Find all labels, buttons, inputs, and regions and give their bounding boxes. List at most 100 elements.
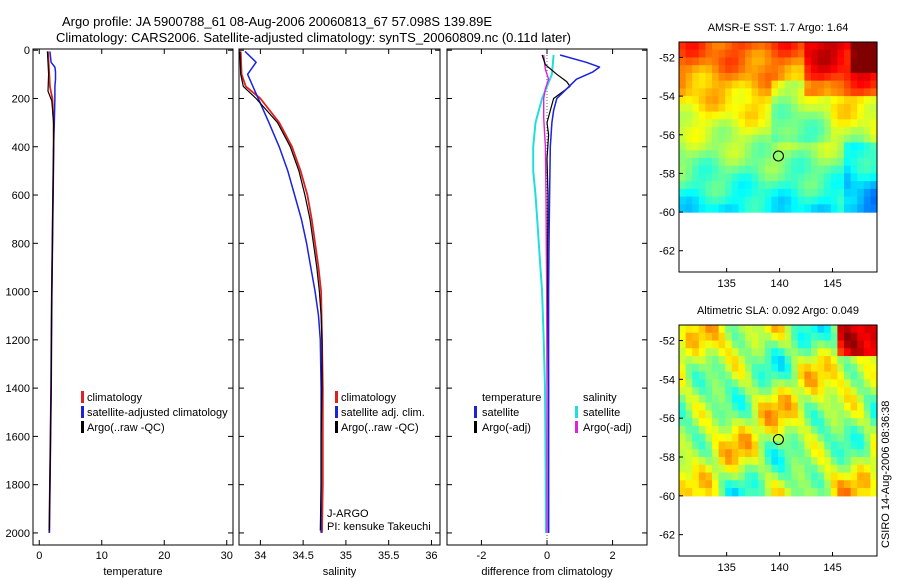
sla-map-heat-cell <box>764 472 772 481</box>
sst-map-heat-cell <box>784 157 792 167</box>
sla-map-heat-cell <box>791 480 799 489</box>
sst-map-heat-cell <box>698 127 706 136</box>
sla-map-heat-cell <box>712 332 720 342</box>
sst-map-heat-cell <box>844 96 852 105</box>
sst-map-heat-cell <box>830 165 838 175</box>
sst-map-heat-cell <box>705 127 713 136</box>
sla-map-heat-cell <box>863 402 871 412</box>
sst-map-heat-cell <box>705 157 713 167</box>
sst-map-heat-cell <box>731 65 739 74</box>
sst-map-heat-cell <box>705 96 713 105</box>
sst-map-heat-cell <box>705 196 713 205</box>
sst-map-heat-cell <box>738 88 746 97</box>
sla-map-heat-cell <box>679 332 687 342</box>
sst-map-heat-cell <box>679 49 687 59</box>
difference-legend-swatch <box>575 421 578 433</box>
sst-map-heat-cell <box>857 157 865 167</box>
sst-map-heat-cell <box>718 72 726 82</box>
sla-map-heat-cell <box>692 488 700 497</box>
sla-map-heat-cell <box>712 457 720 466</box>
sst-map-heat-cell <box>791 119 799 128</box>
sla-map-heat-cell <box>771 340 779 349</box>
sst-map-heat-cell <box>771 188 779 198</box>
sst-map-heat-cell <box>758 165 766 175</box>
temperature-ytick-label: 0 <box>24 45 30 57</box>
sla-map-heat-cell <box>725 402 733 412</box>
sst-map-heat-cell <box>830 57 838 66</box>
sla-map-heat-cell <box>804 348 812 357</box>
sla-map-heat-cell <box>725 363 733 373</box>
sst-map-heat-cell <box>870 103 878 113</box>
sst-map-heat-cell <box>725 49 733 59</box>
sst-map-heat-cell <box>817 142 825 151</box>
sla-map-heat-cell <box>725 418 733 427</box>
sla-map-heat-cell <box>784 387 792 396</box>
sst-map-heat-cell <box>850 80 858 89</box>
sla-map-heat-cell <box>791 418 799 427</box>
sla-map-heat-cell <box>830 325 838 334</box>
sla-map-heat-cell <box>771 394 779 404</box>
sla-map-heat-cell <box>863 464 871 474</box>
sst-map-heat-cell <box>745 49 753 59</box>
sla-map-heat-cell <box>751 402 759 412</box>
sst-map-heat-cell <box>751 173 759 182</box>
sla-map-heat-cell <box>771 348 779 357</box>
sla-map-heat-cell <box>758 464 766 474</box>
sla-map-heat-cell <box>857 488 865 497</box>
sla-map-heat-cell <box>870 387 878 396</box>
sst-map-heat-cell <box>784 96 792 105</box>
sst-map-heat-cell <box>771 111 779 120</box>
sla-map-heat-cell <box>830 457 838 466</box>
sla-map-heat-cell <box>745 394 753 404</box>
sla-map-heat-cell <box>751 379 759 388</box>
sla-map-heat-cell <box>850 332 858 342</box>
sst-map-heat-cell <box>679 57 687 66</box>
sla-map-heat-cell <box>811 379 819 388</box>
sst-map-heat-cell <box>837 57 845 66</box>
sla-map-heat-cell <box>685 410 693 419</box>
sst-map-heat-cell <box>745 88 753 97</box>
temperature-panel: 0 10 20 30 0 200 400 600 800 1000 1200 1400 1600 1800… <box>6 45 234 578</box>
sla-map-heat-cell <box>718 387 726 396</box>
sla-map-heat-cell <box>718 472 726 481</box>
sst-map-heat-cell <box>791 188 799 198</box>
sst-map-heat-cell <box>718 188 726 198</box>
sla-map-heat-cell <box>837 356 845 365</box>
sla-map-heat-cell <box>804 410 812 419</box>
sst-map-heat-cell <box>712 165 720 175</box>
salinity-panel: 34 34.5 35 35.5 36 salinity climatology satelli… <box>238 48 441 578</box>
sla-map-heat-cell <box>725 441 733 450</box>
sst-map-heat-cell <box>718 103 726 113</box>
sla-map-heat-cell <box>791 457 799 466</box>
sst-map-heat-cell <box>850 49 858 59</box>
sst-map-heat-cell <box>698 142 706 151</box>
sla-map-heat-cell <box>784 363 792 373</box>
sst-map-heat-cell <box>804 134 812 144</box>
salinity-legend-swatch <box>335 406 338 418</box>
sla-map-heat-cell <box>778 449 786 458</box>
sla-map-heat-cell <box>679 340 687 349</box>
sst-map-heat-cell <box>758 196 766 205</box>
sst-map-heat-cell <box>685 65 693 74</box>
sst-map-heat-cell <box>764 119 772 128</box>
sla-map-heat-cell <box>850 472 858 481</box>
sla-map-heat-cell <box>751 464 759 474</box>
sla-map-heat-cell <box>725 449 733 458</box>
sst-map-heat-cell <box>771 119 779 128</box>
sla-map-heat-cell <box>797 371 805 380</box>
sla-map-heat-cell <box>870 402 878 412</box>
sst-map-heat-cell <box>692 196 700 205</box>
sla-map-heat-cell <box>745 379 753 388</box>
sla-map-heat-cell <box>778 425 786 435</box>
sst-map-heat-cell <box>731 188 739 198</box>
sst-map-heat-cell <box>692 96 700 105</box>
sst-map-heat-cell <box>685 196 693 205</box>
sst-map-heat-cell <box>837 49 845 59</box>
sla-map-heat-cell <box>698 472 706 481</box>
sst-map-heat-cell <box>712 80 720 89</box>
sla-map-heat-cell <box>705 394 713 404</box>
sla-map-heat-cell <box>850 325 858 334</box>
sla-map-heat-cell <box>797 472 805 481</box>
sla-map-heat-cell <box>824 488 832 497</box>
sla-map-heat-cell <box>731 449 739 458</box>
